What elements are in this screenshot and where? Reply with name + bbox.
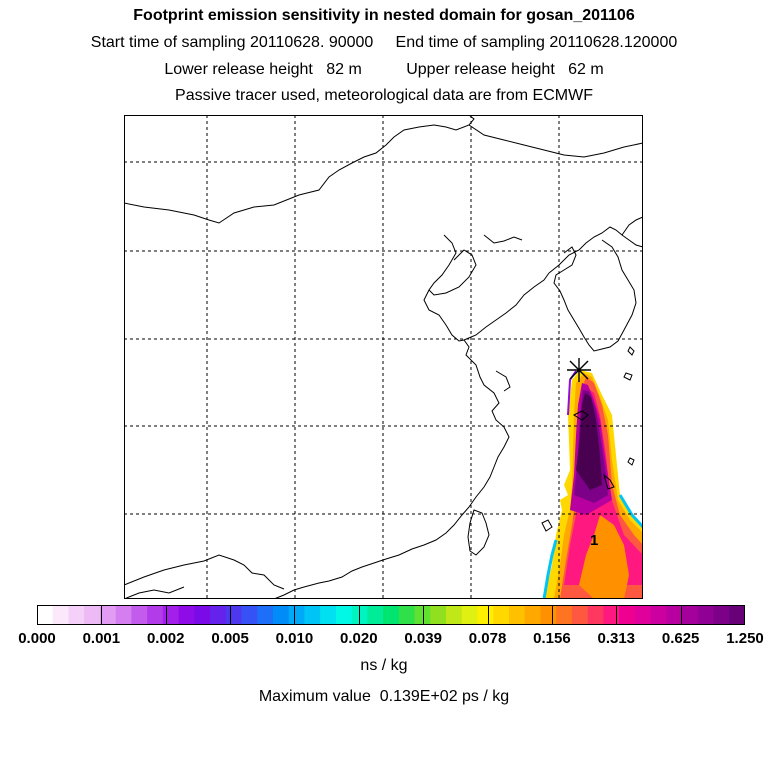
station-marker bbox=[567, 358, 591, 382]
colorbar-cell bbox=[178, 605, 195, 625]
colorbar-cell bbox=[147, 605, 164, 625]
colorbar-tick-label: 0.020 bbox=[340, 630, 378, 647]
colorbar-cell bbox=[99, 605, 117, 625]
colorbar bbox=[37, 605, 745, 625]
colorbar-cell bbox=[131, 605, 148, 625]
colorbar-cell bbox=[304, 605, 321, 625]
colorbar-cell bbox=[603, 605, 620, 625]
colorbar-tick-label: 0.313 bbox=[597, 630, 636, 647]
colorbar-cell bbox=[430, 605, 447, 625]
colorbar-cell bbox=[509, 605, 526, 625]
sensitivity-plume bbox=[542, 370, 643, 599]
colorbar-cell bbox=[257, 605, 274, 625]
colorbar-cell bbox=[461, 605, 479, 625]
release-height-text: Lower release height 82 m Upper release … bbox=[164, 61, 604, 78]
colorbar-tick-label: 0.005 bbox=[211, 630, 249, 647]
colorbar-cell bbox=[493, 605, 510, 625]
colorbar-cell bbox=[115, 605, 132, 625]
colorbar-cell bbox=[697, 605, 715, 625]
colorbar-cell bbox=[540, 605, 557, 625]
colorbar-cell bbox=[398, 605, 416, 625]
colorbar-tick-label: 0.039 bbox=[404, 630, 442, 647]
colorbar-cell bbox=[241, 605, 258, 625]
colorbar-cell bbox=[414, 605, 431, 625]
colorbar-cell bbox=[162, 605, 180, 625]
colorbar-tick-label: 0.078 bbox=[468, 630, 507, 647]
colorbar-cell bbox=[37, 605, 54, 625]
tracer-info-text: Passive tracer used, meteorological data… bbox=[175, 87, 593, 104]
map-title: Footprint emission sensitivity in nested… bbox=[133, 7, 635, 24]
colorbar-tick-label: 0.001 bbox=[82, 630, 121, 647]
colorbar-cell bbox=[383, 605, 400, 625]
colorbar-cell bbox=[68, 605, 85, 625]
colorbar-cell bbox=[556, 605, 573, 625]
colorbar-tick-label: 0.010 bbox=[275, 630, 314, 647]
sampling-time-text: Start time of sampling 20110628. 90000 E… bbox=[90, 34, 678, 51]
colorbar-tick-label: 0.625 bbox=[661, 630, 700, 647]
map-frame bbox=[124, 115, 643, 599]
colorbar-cell bbox=[84, 605, 101, 625]
coastline bbox=[124, 115, 643, 599]
colorbar-tick-label: 0.000 bbox=[18, 630, 56, 647]
colorbar-cell bbox=[587, 605, 604, 625]
colorbar-cell bbox=[52, 605, 69, 625]
colorbar-cell bbox=[713, 605, 730, 625]
colorbar-cell bbox=[477, 605, 494, 625]
colorbar-cell bbox=[335, 605, 353, 625]
colorbar-cell bbox=[194, 605, 211, 625]
colorbar-cell bbox=[446, 605, 463, 625]
colorbar-cell bbox=[273, 605, 290, 625]
colorbar-cell bbox=[288, 605, 305, 625]
colorbar-cell bbox=[225, 605, 243, 625]
colorbar-cell bbox=[634, 605, 652, 625]
colorbar-cell bbox=[682, 605, 699, 625]
colorbar-cell bbox=[524, 605, 541, 625]
footprint-map: 1 bbox=[124, 115, 643, 599]
colorbar-cell bbox=[571, 605, 589, 625]
colorbar-cell bbox=[619, 605, 636, 625]
colorbar-cell bbox=[320, 605, 337, 625]
colorbar-cell bbox=[210, 605, 227, 625]
colorbar-tick-label: 1.250 bbox=[726, 630, 764, 647]
station-marker-label: 1 bbox=[590, 532, 598, 549]
colorbar-cell bbox=[367, 605, 384, 625]
colorbar-units: ns / kg bbox=[360, 657, 408, 674]
colorbar-cell bbox=[729, 605, 745, 625]
colorbar-tick-label: 0.002 bbox=[146, 630, 185, 647]
maximum-value-text: Maximum value 0.139E+02 ps / kg bbox=[258, 688, 510, 705]
colorbar-tick-label: 0.156 bbox=[533, 630, 571, 647]
colorbar-cell bbox=[666, 605, 683, 625]
colorbar-cell bbox=[650, 605, 667, 625]
